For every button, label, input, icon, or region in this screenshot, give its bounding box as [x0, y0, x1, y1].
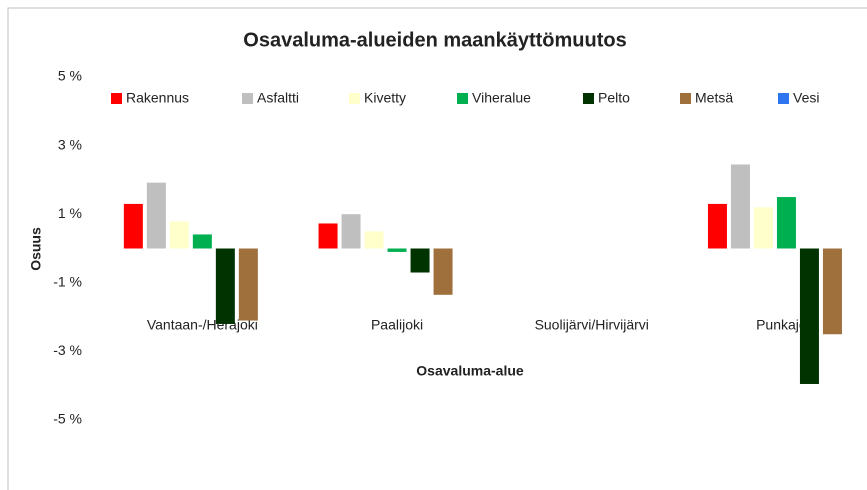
legend-swatch: [680, 93, 691, 104]
legend-swatch: [111, 93, 122, 104]
bar: [822, 248, 842, 335]
legend-label: Rakennus: [126, 90, 189, 106]
bar: [192, 234, 212, 249]
y-tick-label: -1 %: [53, 274, 82, 290]
bar: [215, 248, 235, 324]
bar: [169, 221, 189, 249]
legend-swatch: [457, 93, 468, 104]
bar: [123, 203, 143, 249]
bar: [238, 248, 258, 321]
bar: [753, 207, 773, 249]
y-tick-label: 5 %: [58, 68, 82, 84]
bar: [318, 223, 338, 249]
x-axis-title: Osavaluma-alue: [416, 363, 524, 379]
bar: [799, 248, 819, 384]
bar: [707, 203, 727, 249]
legend-label: Vesi: [793, 90, 819, 106]
bar: [433, 248, 453, 295]
legend-label: Asfaltti: [257, 90, 299, 106]
y-tick-label: 3 %: [58, 136, 82, 152]
chart-title: Osavaluma-alueiden maankäyttömuutos: [243, 29, 626, 51]
bar: [387, 248, 407, 252]
x-tick-label: Suolijärvi/Hirvijärvi: [535, 317, 649, 333]
legend-label: Pelto: [598, 90, 630, 106]
y-tick-label: -5 %: [53, 411, 82, 427]
y-tick-label: -3 %: [53, 342, 82, 358]
bar: [146, 182, 166, 249]
bar: [730, 164, 750, 249]
legend-label: Metsä: [695, 90, 733, 106]
legend-label: Viheralue: [472, 90, 531, 106]
legend-label: Kivetty: [364, 90, 406, 106]
x-tick-label: Paalijoki: [371, 317, 423, 333]
bar: [364, 231, 384, 249]
legend-swatch: [349, 93, 360, 104]
bar: [341, 214, 361, 249]
bar: [410, 248, 430, 273]
y-axis-title: Osuus: [28, 227, 44, 271]
y-tick-label: 1 %: [58, 205, 82, 221]
bar: [776, 197, 796, 249]
legend-swatch: [583, 93, 594, 104]
legend-swatch: [778, 93, 789, 104]
legend-swatch: [242, 93, 253, 104]
